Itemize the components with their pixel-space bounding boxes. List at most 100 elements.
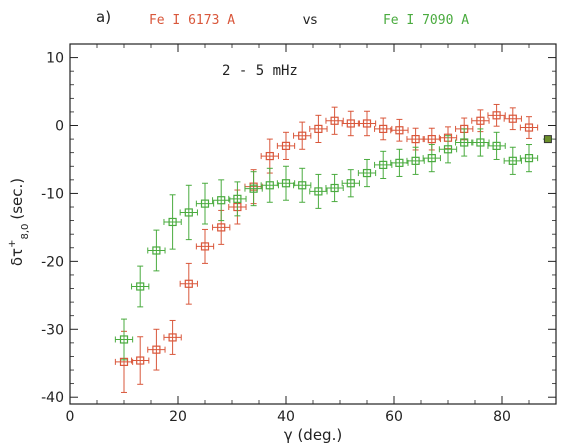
marker-square	[508, 156, 517, 165]
marker-square	[184, 279, 193, 288]
data-point-red	[163, 319, 182, 355]
y-tick-label: 10	[46, 51, 64, 67]
marker-square	[314, 187, 323, 196]
marker-square	[265, 181, 274, 190]
plot-frame	[69, 43, 557, 405]
marker-square	[168, 333, 177, 342]
data-point-green	[293, 167, 312, 203]
data-point-green	[260, 167, 279, 203]
x-tick-label: 0	[66, 409, 75, 425]
y-axis-label: δτ+8,0 (sec.)	[7, 178, 31, 266]
marker-square	[249, 184, 258, 193]
data-point-red	[276, 131, 296, 160]
data-point-red	[325, 106, 344, 135]
data-point-green	[503, 146, 522, 175]
data-point-red	[406, 127, 425, 151]
marker-square	[543, 135, 552, 144]
marker-square	[298, 131, 307, 140]
data-point-red	[503, 107, 522, 131]
data-point-green	[406, 146, 425, 175]
panel-label: a)	[96, 8, 111, 26]
marker-square	[168, 217, 177, 227]
marker-square	[379, 124, 388, 134]
marker-square	[152, 246, 161, 255]
marker-square	[233, 194, 242, 203]
data-point-edge	[542, 135, 553, 144]
marker-square	[427, 134, 436, 144]
data-point-red	[179, 262, 198, 305]
data-point-red	[212, 209, 231, 245]
plot-border	[69, 43, 557, 405]
data-point-green	[422, 144, 441, 173]
data-point-red	[519, 116, 539, 139]
marker-square	[427, 154, 436, 163]
marker-square	[314, 124, 323, 134]
data-point-green	[114, 318, 134, 361]
data-point-red	[341, 110, 360, 137]
y-axis-label-sup: +	[7, 240, 18, 248]
marker-square	[411, 134, 420, 144]
data-point-red	[293, 121, 312, 150]
marker-square	[395, 158, 404, 167]
data-point-green	[131, 265, 150, 308]
marker-square	[524, 154, 534, 163]
y-tick-label: -30	[41, 322, 64, 338]
data-point-green	[438, 135, 458, 164]
marker-square	[330, 183, 339, 193]
series-red	[114, 103, 539, 393]
data-point-green	[455, 128, 474, 157]
data-point-green	[212, 179, 231, 222]
data-point-red	[374, 117, 393, 141]
data-point-red	[390, 118, 409, 142]
marker-square	[217, 223, 226, 232]
title-left: Fe I 6173 A	[149, 13, 235, 28]
marker-square	[524, 123, 534, 132]
data-point-red	[487, 103, 506, 127]
marker-square	[298, 181, 307, 190]
y-axis-label-unit: (sec.)	[8, 178, 26, 220]
marker-square	[200, 242, 210, 251]
series-layer	[114, 103, 553, 393]
data-point-red	[147, 328, 166, 371]
marker-square	[379, 160, 388, 170]
data-point-red	[471, 109, 490, 133]
data-point-green	[519, 144, 539, 173]
data-point-green	[276, 165, 296, 201]
y-axis-label-sub: 8,0	[20, 224, 31, 240]
marker-square	[492, 111, 501, 120]
data-point-green	[341, 169, 360, 198]
marker-square	[362, 168, 372, 178]
marker-square	[281, 141, 291, 150]
data-point-green	[195, 182, 215, 225]
marker-square	[460, 138, 469, 147]
series-green	[114, 128, 539, 361]
data-point-green	[325, 173, 344, 203]
data-point-green	[163, 194, 182, 250]
data-point-green	[471, 128, 490, 157]
marker-square	[346, 119, 355, 128]
data-point-green	[374, 150, 393, 179]
y-tick-label: -20	[41, 254, 64, 270]
marker-square	[281, 179, 291, 188]
data-point-red	[131, 336, 150, 385]
data-point-green	[228, 181, 247, 217]
x-tick-label: 80	[493, 409, 511, 425]
marker-square	[330, 116, 339, 125]
marker-square	[395, 126, 404, 135]
data-point-red	[357, 110, 377, 137]
y-tick-label: -40	[41, 390, 64, 406]
x-tick-label: 60	[385, 409, 403, 425]
data-point-green	[390, 148, 409, 177]
data-point-green	[147, 229, 166, 272]
marker-square	[217, 196, 226, 205]
marker-square	[443, 145, 453, 154]
data-point-green	[487, 131, 506, 160]
data-point-green	[309, 173, 328, 209]
marker-square	[362, 119, 372, 128]
marker-square	[476, 116, 485, 125]
marker-square	[476, 138, 485, 147]
marker-square	[265, 151, 274, 161]
marker-square	[136, 282, 145, 291]
